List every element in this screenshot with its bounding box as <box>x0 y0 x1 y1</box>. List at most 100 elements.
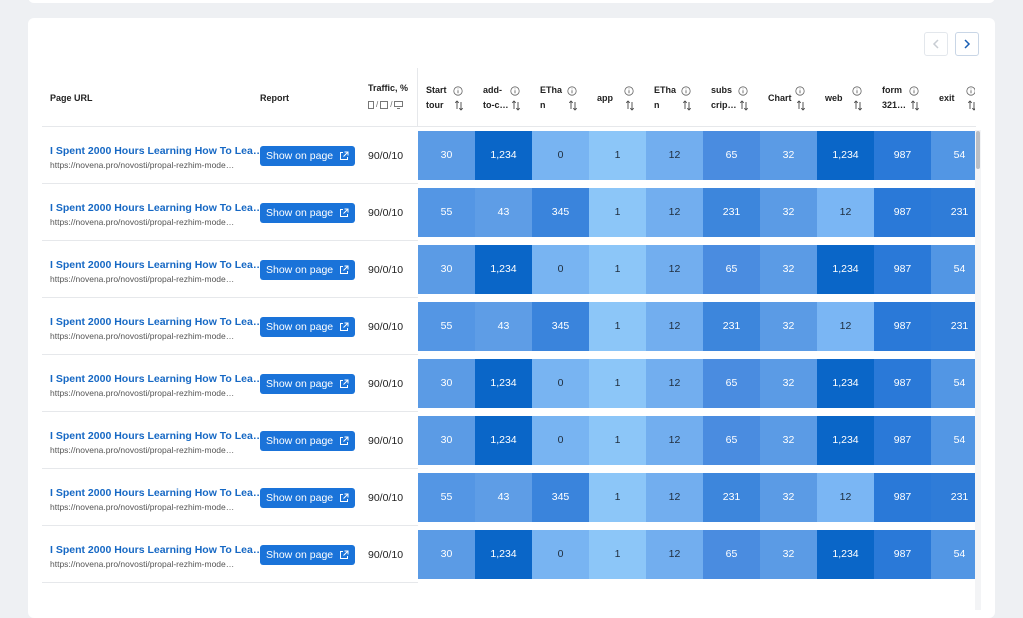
button-label: Show on page <box>266 207 334 219</box>
heat-cell: 1 <box>589 530 646 579</box>
heat-cell: 1,234 <box>475 416 532 465</box>
traffic-value: 90/0/10 <box>368 264 404 276</box>
info-icon[interactable] <box>966 83 975 101</box>
external-glyph <box>340 151 349 160</box>
heat-cell: 54 <box>931 416 975 465</box>
external-link-icon <box>339 550 349 560</box>
external-link-icon <box>339 151 349 161</box>
traffic-value: 90/0/10 <box>368 435 404 447</box>
sort-icon[interactable] <box>625 98 635 116</box>
external-link-icon <box>339 379 349 389</box>
sort-icon[interactable] <box>682 98 692 116</box>
info-icon[interactable] <box>510 83 520 101</box>
show-on-page-button[interactable]: Show on page <box>260 431 356 451</box>
show-on-page-button[interactable]: Show on page <box>260 260 356 280</box>
info-icon[interactable] <box>909 83 919 101</box>
sort-icon[interactable] <box>511 98 521 116</box>
show-on-page-button[interactable]: Show on page <box>260 203 356 223</box>
column-label: 321… <box>882 100 907 110</box>
heat-cell: 12 <box>646 245 703 294</box>
external-link-icon <box>339 322 349 332</box>
heat-cell: 345 <box>532 302 589 351</box>
page-title[interactable]: I Spent 2000 Hours Learning How To Lea… <box>50 259 264 271</box>
header-traffic: Traffic, % <box>368 83 409 93</box>
page-url: https://novena.pro/novosti/propal-rezhim… <box>50 331 235 341</box>
heat-cell: 12 <box>646 188 703 237</box>
show-on-page-button[interactable]: Show on page <box>260 545 356 565</box>
sort-glyph <box>568 100 578 111</box>
heat-cell: 65 <box>703 530 760 579</box>
heat-cell: 1,234 <box>817 131 874 180</box>
sort-icon[interactable] <box>910 98 920 116</box>
heat-cell: 54 <box>931 359 975 408</box>
show-on-page-button[interactable]: Show on page <box>260 146 356 166</box>
info-glyph <box>453 86 463 96</box>
info-glyph <box>681 86 691 96</box>
external-glyph <box>340 265 349 274</box>
page-url: https://novena.pro/novosti/propal-rezhim… <box>50 502 235 512</box>
sort-icon[interactable] <box>853 98 863 116</box>
header-report: Report <box>260 93 289 103</box>
page-title[interactable]: I Spent 2000 Hours Learning How To Lea… <box>50 145 264 157</box>
sort-glyph <box>454 100 464 111</box>
sort-glyph <box>796 100 806 111</box>
heat-cell: 231 <box>931 188 975 237</box>
heat-cell: 1,234 <box>475 131 532 180</box>
page: {"header":{"page_url":"Page URL","report… <box>28 0 995 618</box>
page-title[interactable]: I Spent 2000 Hours Learning How To Lea… <box>50 373 264 385</box>
heat-cell: 987 <box>874 530 931 579</box>
heat-cell: 65 <box>703 131 760 180</box>
page-title[interactable]: I Spent 2000 Hours Learning How To Lea… <box>50 202 264 214</box>
sort-icon[interactable] <box>568 98 578 116</box>
page-title[interactable]: I Spent 2000 Hours Learning How To Lea… <box>50 430 264 442</box>
sort-icon[interactable] <box>796 98 806 116</box>
heat-cell: 1,234 <box>475 530 532 579</box>
column-label: crip… <box>711 100 737 110</box>
heat-cell: 1 <box>589 188 646 237</box>
info-icon[interactable] <box>681 83 691 101</box>
table-card: Page URL Report Traffic, % / / Start tour… <box>28 18 995 618</box>
top-card <box>28 0 995 3</box>
heat-cell: 12 <box>646 473 703 522</box>
column-label: Chart <box>768 93 792 103</box>
page-url: https://novena.pro/novosti/propal-rezhim… <box>50 445 235 455</box>
sort-icon[interactable] <box>967 98 975 116</box>
heat-cell: 1,234 <box>475 359 532 408</box>
heat-cell: 43 <box>475 188 532 237</box>
row-separator <box>42 582 418 583</box>
external-glyph <box>340 208 349 217</box>
heat-cell: 30 <box>418 245 475 294</box>
next-page[interactable] <box>955 32 979 56</box>
info-icon[interactable] <box>795 83 805 101</box>
info-icon[interactable] <box>852 83 862 101</box>
scroll-thumb[interactable] <box>976 131 980 169</box>
prev-page[interactable] <box>924 32 948 56</box>
show-on-page-button[interactable]: Show on page <box>260 374 356 394</box>
external-glyph <box>340 493 349 502</box>
show-on-page-button[interactable]: Show on page <box>260 488 356 508</box>
info-glyph <box>738 86 748 96</box>
traffic-devices: / / <box>368 100 404 109</box>
sort-icon[interactable] <box>739 98 749 116</box>
row-separator <box>42 183 418 184</box>
info-icon[interactable] <box>567 83 577 101</box>
info-icon[interactable] <box>738 83 748 101</box>
heat-cell: 987 <box>874 416 931 465</box>
page-url: https://novena.pro/novosti/propal-rezhim… <box>50 217 235 227</box>
button-label: Show on page <box>266 264 334 276</box>
show-on-page-button[interactable]: Show on page <box>260 317 356 337</box>
heat-cell: 54 <box>931 530 975 579</box>
heat-cell: 987 <box>874 473 931 522</box>
page-title[interactable]: I Spent 2000 Hours Learning How To Lea… <box>50 487 264 499</box>
info-icon[interactable] <box>624 83 634 101</box>
column-label: ETha <box>540 85 563 95</box>
sort-icon[interactable] <box>454 98 464 116</box>
page-title[interactable]: I Spent 2000 Hours Learning How To Lea… <box>50 316 264 328</box>
info-icon[interactable] <box>453 83 463 101</box>
page-title[interactable]: I Spent 2000 Hours Learning How To Lea… <box>50 544 264 556</box>
heat-cell: 0 <box>532 530 589 579</box>
heat-cell: 0 <box>532 359 589 408</box>
heat-cell: 1,234 <box>475 245 532 294</box>
sort-glyph <box>682 100 692 111</box>
traffic-value: 90/0/10 <box>368 492 404 504</box>
